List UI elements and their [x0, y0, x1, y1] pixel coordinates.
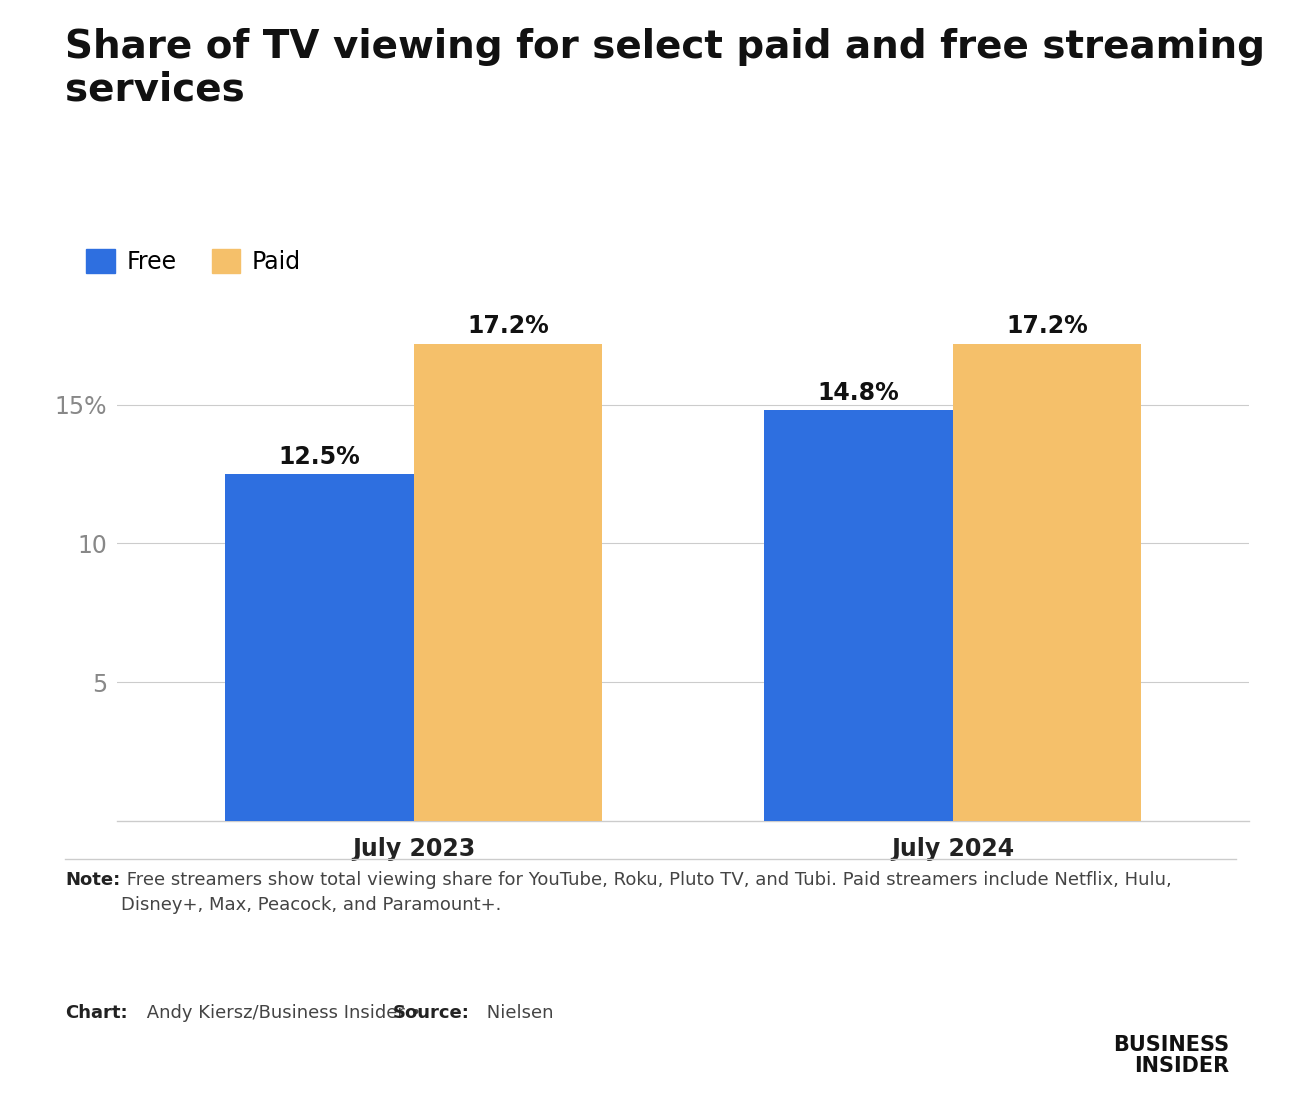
- Bar: [952, 344, 1141, 821]
- Text: BUSINESS
INSIDER: BUSINESS INSIDER: [1114, 1035, 1229, 1076]
- Bar: [764, 410, 952, 821]
- Text: Source:: Source:: [393, 1004, 470, 1021]
- Text: 14.8%: 14.8%: [817, 380, 899, 405]
- Bar: [414, 344, 602, 821]
- Legend: Free, Paid: Free, Paid: [77, 240, 311, 283]
- Text: Nielsen: Nielsen: [481, 1004, 554, 1021]
- Text: 17.2%: 17.2%: [467, 314, 549, 338]
- Text: Chart:: Chart:: [65, 1004, 127, 1021]
- Text: 12.5%: 12.5%: [278, 445, 360, 468]
- Text: Share of TV viewing for select paid and free streaming
services: Share of TV viewing for select paid and …: [65, 28, 1265, 109]
- Text: Note:: Note:: [65, 871, 120, 888]
- Bar: [225, 475, 414, 821]
- Text: 17.2%: 17.2%: [1006, 314, 1088, 338]
- Text: Andy Kiersz/Business Insider •: Andy Kiersz/Business Insider •: [141, 1004, 427, 1021]
- Text: Free streamers show total viewing share for YouTube, Roku, Pluto TV, and Tubi. P: Free streamers show total viewing share …: [121, 871, 1172, 914]
